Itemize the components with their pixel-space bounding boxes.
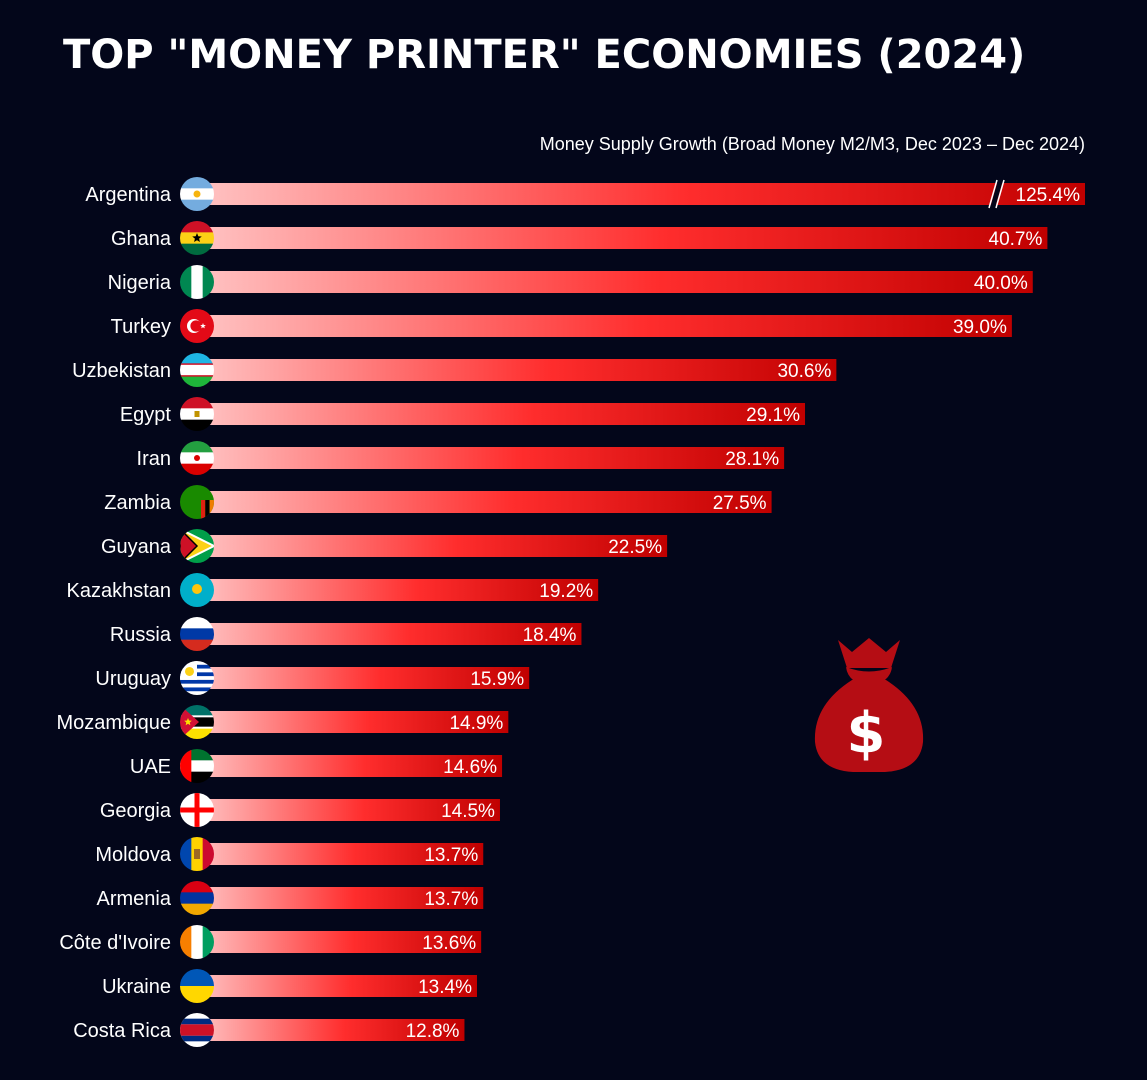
category-label: Moldova: [95, 844, 171, 866]
value-label: 12.8%: [406, 1021, 460, 1042]
category-label: Guyana: [101, 536, 172, 558]
value-label: 27.5%: [713, 493, 767, 514]
ghana-flag-icon: [180, 221, 214, 255]
turkey-flag-icon: [180, 309, 214, 343]
bar: [197, 271, 1033, 293]
value-label: 14.5%: [441, 801, 495, 822]
zambia-flag-icon: [180, 485, 214, 519]
georgia-flag-icon: [180, 793, 214, 827]
money-bag-icon: $: [814, 638, 924, 772]
chart-title: TOP "MONEY PRINTER" ECONOMIES (2024): [63, 32, 1026, 78]
bar: [197, 1019, 465, 1041]
category-label: Iran: [137, 448, 171, 470]
bar: [197, 315, 1012, 337]
bar: [197, 535, 668, 557]
value-label: 28.1%: [725, 449, 779, 470]
ukraine-flag-icon: [180, 969, 214, 1003]
value-label: 30.6%: [777, 361, 831, 382]
axis-break-mark: [988, 179, 1005, 209]
uruguay-flag-icon: [180, 661, 214, 695]
cote-divoire-flag-icon: [180, 925, 214, 959]
bar: [197, 183, 1085, 205]
value-label: 125.4%: [1016, 185, 1081, 206]
category-label: Mozambique: [56, 712, 171, 734]
category-label: Turkey: [111, 316, 171, 338]
bar: [197, 623, 582, 645]
bar: [197, 975, 477, 997]
value-label: 13.4%: [418, 977, 472, 998]
iran-flag-icon: [180, 441, 214, 475]
nigeria-flag-icon: [180, 265, 214, 299]
mozambique-flag-icon: [180, 705, 214, 739]
bar: [197, 447, 785, 469]
value-label: 13.6%: [422, 933, 476, 954]
category-label: Nigeria: [108, 272, 172, 294]
value-label: 13.7%: [424, 889, 478, 910]
category-label: Armenia: [97, 888, 172, 910]
value-label: 39.0%: [953, 317, 1007, 338]
value-label: 14.6%: [443, 757, 497, 778]
armenia-flag-icon: [180, 881, 214, 915]
bar: [197, 887, 484, 909]
value-label: 15.9%: [470, 669, 524, 690]
guyana-flag-icon: [180, 529, 214, 563]
value-label: 14.9%: [449, 713, 503, 734]
category-label: Costa Rica: [73, 1020, 172, 1042]
category-label: Georgia: [100, 800, 172, 822]
argentina-flag-icon: [180, 177, 214, 211]
value-label: 22.5%: [608, 537, 662, 558]
bar: [197, 667, 530, 689]
category-label: UAE: [130, 756, 171, 778]
russia-flag-icon: [180, 617, 214, 651]
value-label: 29.1%: [746, 405, 800, 426]
category-label: Uruguay: [95, 668, 171, 690]
dollar-sign: $: [847, 701, 886, 766]
category-label: Kazakhstan: [66, 580, 171, 602]
category-label: Côte d'Ivoire: [59, 932, 171, 954]
bar: [197, 931, 482, 953]
value-label: 40.0%: [974, 273, 1028, 294]
category-label: Russia: [110, 624, 172, 646]
bar: [197, 491, 772, 513]
category-label: Ghana: [111, 228, 172, 250]
moldova-flag-icon: [180, 837, 214, 871]
uae-flag-icon: [180, 749, 214, 783]
costa-rica-flag-icon: [180, 1013, 214, 1047]
egypt-flag-icon: [180, 397, 214, 431]
bar: [197, 843, 484, 865]
category-label: Uzbekistan: [72, 360, 171, 382]
bar: [197, 359, 837, 381]
category-label: Egypt: [120, 404, 172, 426]
chart-subtitle: Money Supply Growth (Broad Money M2/M3, …: [539, 134, 1085, 154]
bar: [197, 711, 509, 733]
value-label: 40.7%: [989, 229, 1043, 250]
value-label: 13.7%: [424, 845, 478, 866]
bar: [197, 227, 1048, 249]
bar: [197, 579, 599, 601]
category-label: Zambia: [104, 492, 172, 514]
bar: [197, 403, 806, 425]
bar: [197, 755, 503, 777]
kazakhstan-flag-icon: [180, 573, 214, 607]
category-label: Ukraine: [102, 976, 171, 998]
uzbekistan-flag-icon: [180, 353, 214, 387]
category-label: Argentina: [85, 184, 171, 206]
value-label: 19.2%: [539, 581, 593, 602]
bar: [197, 799, 500, 821]
value-label: 18.4%: [523, 625, 577, 646]
